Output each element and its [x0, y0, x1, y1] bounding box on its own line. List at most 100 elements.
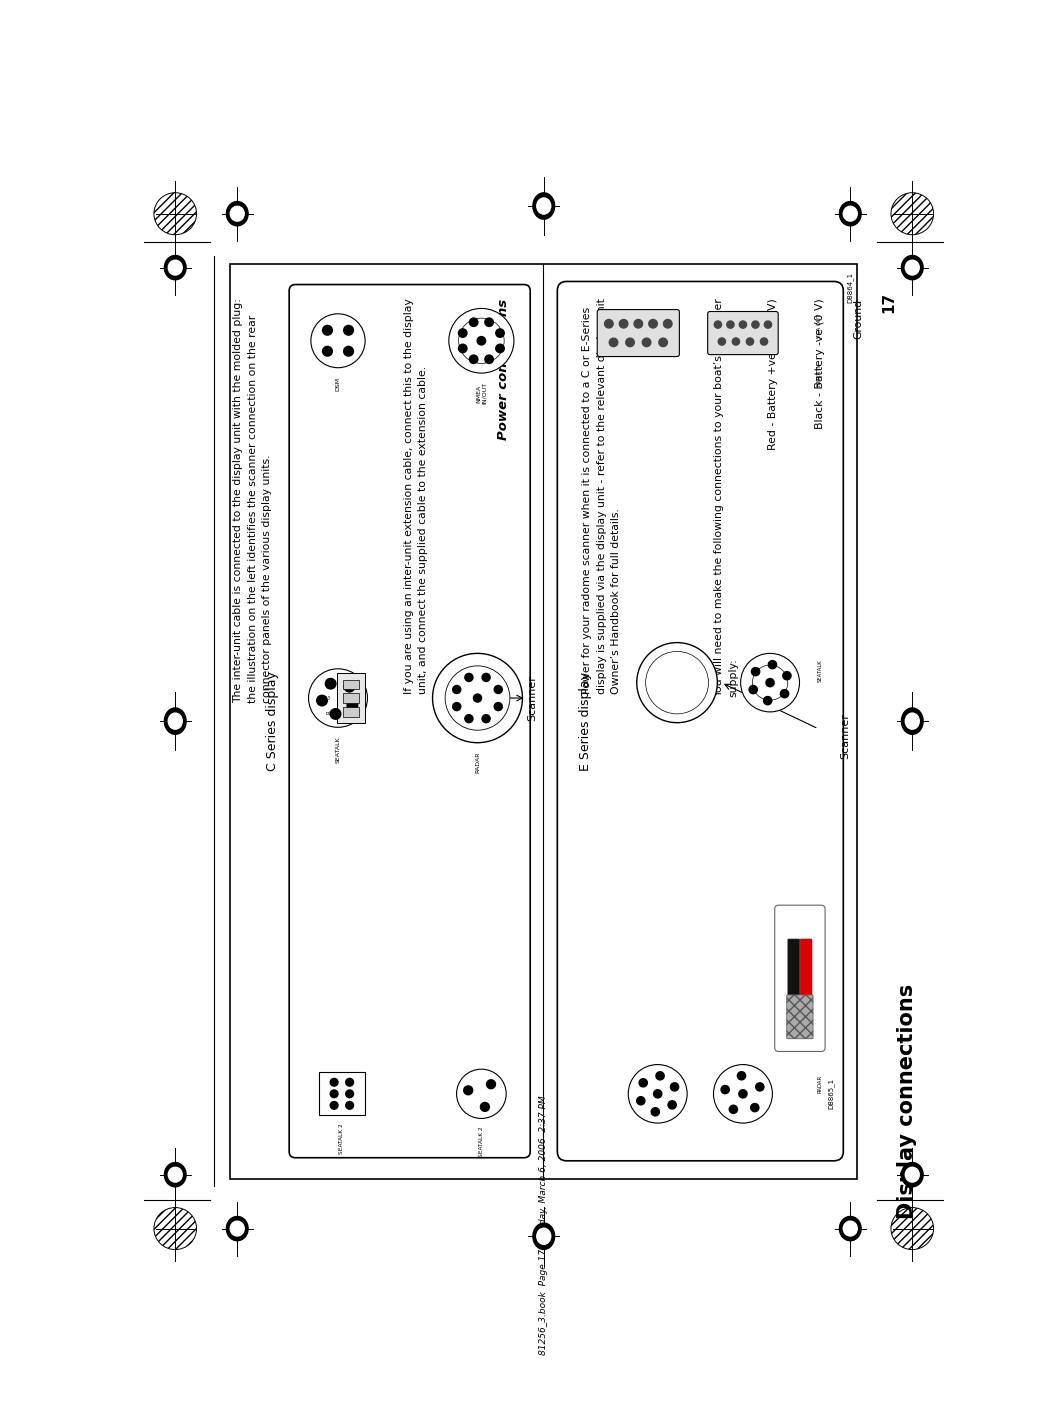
Circle shape: [346, 1078, 353, 1087]
FancyBboxPatch shape: [344, 694, 359, 703]
FancyBboxPatch shape: [344, 680, 359, 688]
Circle shape: [781, 690, 788, 698]
Circle shape: [714, 321, 721, 328]
Circle shape: [729, 1105, 737, 1114]
Circle shape: [761, 338, 768, 346]
Circle shape: [482, 674, 490, 681]
Circle shape: [751, 1104, 759, 1112]
Ellipse shape: [226, 201, 248, 226]
Circle shape: [346, 1090, 353, 1098]
Text: NMEA IN: NMEA IN: [817, 364, 822, 386]
Circle shape: [755, 1082, 764, 1091]
Text: NMEA
IN/OUT: NMEA IN/OUT: [476, 383, 487, 404]
Circle shape: [481, 1102, 489, 1111]
Circle shape: [732, 338, 740, 346]
Ellipse shape: [169, 713, 182, 730]
Circle shape: [346, 1101, 353, 1110]
Text: SEATALK 2: SEATALK 2: [479, 1127, 484, 1157]
Circle shape: [659, 338, 667, 347]
Circle shape: [626, 338, 634, 347]
Circle shape: [456, 1070, 506, 1118]
Ellipse shape: [169, 1167, 182, 1182]
Ellipse shape: [843, 206, 857, 221]
Circle shape: [485, 356, 493, 364]
Ellipse shape: [537, 1228, 551, 1244]
Ellipse shape: [902, 1162, 923, 1187]
Circle shape: [620, 320, 628, 328]
Circle shape: [713, 1064, 772, 1122]
Circle shape: [766, 678, 775, 687]
Text: DSM: DSM: [335, 377, 341, 391]
Circle shape: [316, 695, 327, 705]
FancyBboxPatch shape: [775, 905, 825, 1051]
Ellipse shape: [905, 260, 919, 276]
Circle shape: [495, 328, 504, 337]
Circle shape: [309, 668, 367, 727]
Text: C Series display: C Series display: [265, 671, 279, 771]
Circle shape: [465, 714, 473, 723]
Circle shape: [738, 1090, 747, 1098]
Circle shape: [344, 681, 354, 693]
Circle shape: [344, 347, 353, 356]
Text: Display connections: Display connections: [897, 984, 917, 1220]
Ellipse shape: [839, 201, 862, 226]
Text: 17: 17: [882, 291, 897, 313]
Circle shape: [637, 643, 717, 723]
Circle shape: [330, 1101, 338, 1110]
Text: R: R: [327, 710, 332, 714]
Circle shape: [609, 338, 618, 347]
FancyBboxPatch shape: [337, 674, 365, 723]
Circle shape: [642, 338, 650, 347]
Circle shape: [648, 320, 658, 328]
Ellipse shape: [537, 198, 551, 214]
Circle shape: [453, 703, 460, 711]
Circle shape: [651, 1108, 660, 1115]
FancyBboxPatch shape: [229, 264, 857, 1178]
Circle shape: [494, 685, 502, 694]
FancyBboxPatch shape: [800, 940, 812, 1002]
Ellipse shape: [902, 708, 923, 734]
Circle shape: [737, 1071, 746, 1080]
Text: SEATALK: SEATALK: [335, 737, 341, 764]
Ellipse shape: [843, 1221, 857, 1237]
FancyBboxPatch shape: [290, 284, 530, 1158]
Circle shape: [751, 667, 760, 675]
Text: G: G: [327, 694, 332, 698]
Circle shape: [482, 714, 490, 723]
Circle shape: [749, 685, 758, 694]
Ellipse shape: [905, 713, 919, 730]
Circle shape: [458, 344, 467, 353]
Text: E Series display: E Series display: [579, 671, 592, 771]
Circle shape: [628, 1064, 688, 1122]
Circle shape: [330, 1090, 338, 1098]
Text: Black - Battery -ve (0 V): Black - Battery -ve (0 V): [815, 298, 824, 430]
Circle shape: [654, 1090, 662, 1098]
Circle shape: [433, 654, 522, 743]
Text: Scanner: Scanner: [526, 675, 537, 721]
Circle shape: [485, 318, 493, 327]
Ellipse shape: [164, 1162, 186, 1187]
Circle shape: [323, 326, 332, 336]
Text: RADAR: RADAR: [817, 1074, 822, 1092]
Circle shape: [764, 697, 771, 705]
Text: D8865_1: D8865_1: [828, 1078, 834, 1110]
FancyBboxPatch shape: [318, 1072, 365, 1115]
Text: Y: Y: [327, 680, 332, 683]
FancyBboxPatch shape: [344, 707, 359, 717]
Circle shape: [721, 1085, 729, 1094]
Ellipse shape: [902, 256, 923, 280]
Text: Power for your radome scanner when it is connected to a C or E-Series
display is: Power for your radome scanner when it is…: [582, 298, 621, 694]
Ellipse shape: [164, 256, 186, 280]
Circle shape: [446, 665, 510, 730]
FancyBboxPatch shape: [788, 940, 800, 1002]
FancyBboxPatch shape: [557, 281, 843, 1161]
Ellipse shape: [533, 1224, 555, 1250]
Circle shape: [311, 314, 365, 367]
Circle shape: [741, 654, 800, 713]
Circle shape: [347, 700, 358, 711]
Text: Ground: Ground: [853, 298, 864, 338]
Circle shape: [494, 703, 502, 711]
Circle shape: [668, 1101, 676, 1110]
Ellipse shape: [230, 1221, 244, 1237]
Circle shape: [718, 338, 726, 346]
